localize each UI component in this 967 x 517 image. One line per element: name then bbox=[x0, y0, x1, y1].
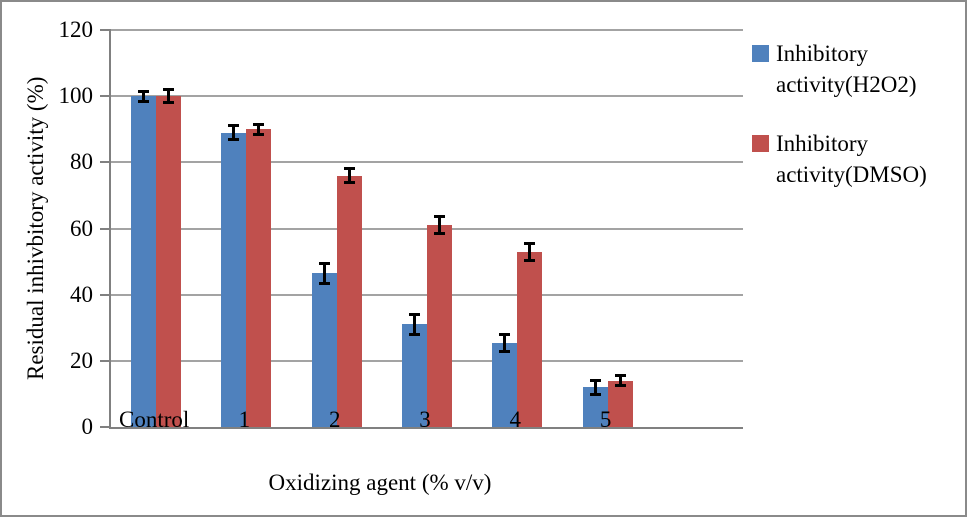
legend-item: Inhibitory activity(DMSO) bbox=[752, 128, 958, 190]
error-bar-stem bbox=[503, 332, 507, 353]
error-bar-cap-bottom bbox=[228, 137, 240, 141]
x-category-label: 3 bbox=[419, 407, 431, 432]
legend-item: Inhibitory activity(H2O2) bbox=[752, 38, 958, 100]
error-bar-stem bbox=[142, 89, 146, 103]
bar bbox=[336, 175, 362, 427]
error-bar-cap-bottom bbox=[409, 333, 420, 337]
error-bar-cap-top bbox=[524, 241, 536, 245]
bar bbox=[311, 273, 337, 427]
y-tick-label: 120 bbox=[58, 17, 94, 42]
legend-item-label: Inhibitory activity(DMSO) bbox=[776, 131, 927, 187]
y-tick-mark bbox=[100, 29, 111, 31]
legend-swatch bbox=[752, 135, 769, 152]
legend-item-label: Inhibitory activity(H2O2) bbox=[776, 41, 917, 97]
x-axis-title: Oxidizing agent (% v/v) bbox=[268, 470, 492, 495]
error-bar bbox=[228, 124, 240, 141]
error-bar-stem bbox=[413, 312, 416, 337]
gridline bbox=[111, 95, 743, 98]
x-category-label: 1 bbox=[238, 407, 251, 432]
error-bar-stem bbox=[167, 87, 171, 105]
y-tick-label: 20 bbox=[70, 347, 93, 373]
error-bar-cap-bottom bbox=[253, 132, 265, 136]
error-bar-stem bbox=[593, 379, 597, 396]
error-bar-cap-bottom bbox=[434, 232, 445, 236]
y-tick-label: 0 bbox=[81, 414, 94, 439]
error-bar-cap-top bbox=[614, 374, 626, 378]
error-bar-cap-bottom bbox=[163, 101, 175, 105]
bar bbox=[131, 96, 157, 427]
legend: Inhibitory activity(H2O2) Inhibitory acti… bbox=[752, 38, 958, 218]
bar bbox=[427, 225, 452, 427]
error-bar-cap-top bbox=[343, 167, 355, 171]
error-bar-cap-bottom bbox=[499, 349, 511, 353]
error-bar-stem bbox=[618, 374, 622, 388]
error-bar-cap-top bbox=[499, 332, 511, 336]
error-bar-cap-top bbox=[318, 261, 330, 265]
bar bbox=[492, 342, 518, 427]
error-bar-stem bbox=[438, 215, 441, 236]
y-tick-label: 60 bbox=[70, 215, 93, 241]
error-bar-cap-top bbox=[253, 122, 265, 126]
error-bar-cap-top bbox=[228, 124, 240, 128]
x-category-label: 4 bbox=[509, 407, 522, 432]
y-tick-label: 40 bbox=[70, 281, 93, 307]
error-bar bbox=[343, 167, 355, 184]
error-bar-cap-bottom bbox=[524, 258, 536, 262]
error-bar bbox=[253, 122, 265, 136]
x-category-label: 2 bbox=[328, 407, 341, 432]
gridline bbox=[111, 29, 743, 31]
error-bar bbox=[589, 379, 601, 396]
error-bar bbox=[163, 87, 175, 105]
error-bar-cap-bottom bbox=[614, 384, 626, 388]
y-tick-mark bbox=[100, 293, 111, 296]
legend-swatch bbox=[752, 45, 769, 62]
error-bar-cap-bottom bbox=[589, 392, 601, 396]
gridline bbox=[111, 161, 743, 164]
error-bar bbox=[434, 215, 445, 236]
bar bbox=[246, 129, 272, 427]
y-tick-label: 100 bbox=[58, 83, 94, 109]
error-bar bbox=[138, 89, 150, 103]
error-bar-cap-bottom bbox=[318, 281, 330, 285]
x-category-label: 5 bbox=[599, 407, 612, 432]
bar bbox=[607, 380, 633, 427]
y-tick-mark bbox=[100, 426, 111, 428]
y-tick-label: 80 bbox=[70, 149, 93, 175]
error-bar-cap-top bbox=[434, 215, 445, 219]
error-bar-cap-bottom bbox=[138, 99, 150, 103]
bar bbox=[221, 132, 247, 427]
error-bar-stem bbox=[257, 122, 261, 136]
error-bar-stem bbox=[528, 241, 532, 262]
y-tick-mark bbox=[100, 227, 111, 230]
error-bar-stem bbox=[322, 261, 326, 285]
error-bar-cap-bottom bbox=[343, 180, 355, 184]
error-bar bbox=[318, 261, 330, 285]
error-bar-cap-top bbox=[163, 87, 175, 91]
error-bar-cap-top bbox=[138, 89, 150, 93]
plot-area: 0 20 40 60 80 100 120 bbox=[59, 17, 743, 439]
error-bar-stem bbox=[232, 124, 236, 141]
bar bbox=[517, 251, 543, 427]
error-bar bbox=[614, 374, 626, 388]
y-tick-mark bbox=[100, 95, 111, 98]
error-bar bbox=[524, 241, 536, 262]
error-bar-cap-top bbox=[409, 312, 420, 316]
y-tick-mark bbox=[100, 359, 111, 362]
error-bar bbox=[409, 312, 420, 337]
bar bbox=[156, 96, 182, 427]
x-category-label: Control bbox=[119, 407, 190, 432]
y-tick-mark bbox=[100, 161, 111, 164]
error-bar-stem bbox=[347, 167, 351, 184]
bar bbox=[402, 324, 427, 427]
error-bar bbox=[499, 332, 511, 353]
error-bar-cap-top bbox=[589, 379, 601, 383]
